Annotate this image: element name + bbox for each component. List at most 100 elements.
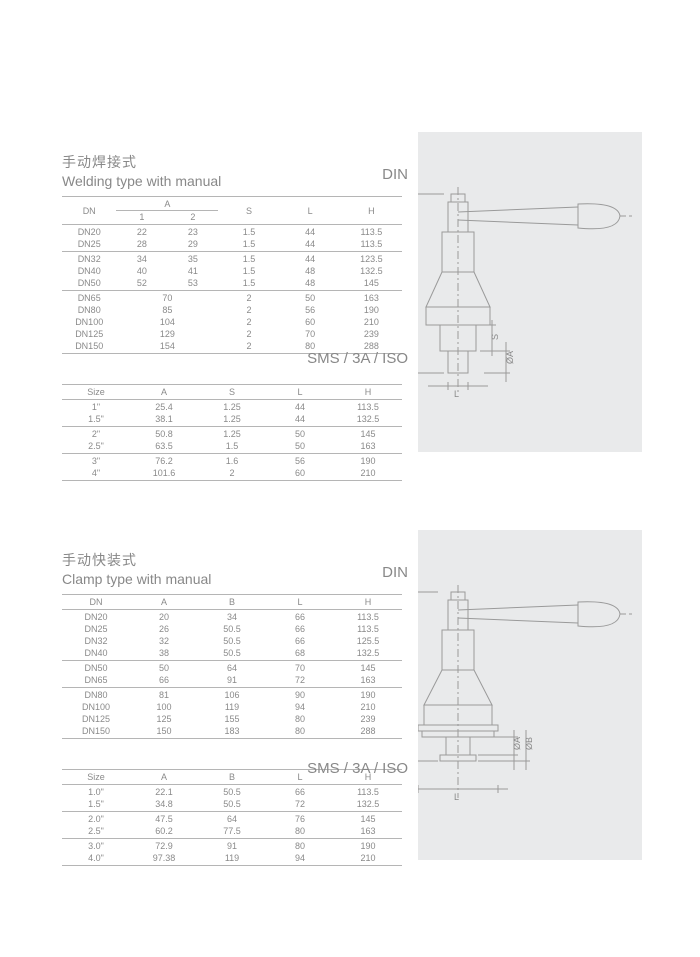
cell-s: 2 <box>218 328 279 340</box>
table-row: 2.5"60.277.580163 <box>62 825 402 837</box>
cell-l: 44 <box>266 413 334 425</box>
cell-size: 4" <box>62 467 130 479</box>
cell-s: 2 <box>198 467 266 479</box>
cell-a: 104 <box>116 316 218 328</box>
cell-l: 72 <box>266 798 334 810</box>
dim-s: S <box>490 334 500 340</box>
cell-a: 22.1 <box>130 786 198 798</box>
table-row: 4"101.6260210 <box>62 467 402 479</box>
cell-b: 155 <box>198 713 266 725</box>
cell-a: 34.8 <box>130 798 198 810</box>
cell-dn: DN150 <box>62 340 116 352</box>
cell-a: 63.5 <box>130 440 198 452</box>
cell-l: 50 <box>280 292 341 304</box>
cell-l: 80 <box>266 840 334 852</box>
cell-h: 145 <box>341 277 402 289</box>
cell-l: 60 <box>280 316 341 328</box>
cell-h: 145 <box>334 428 402 440</box>
cell-h: 113.5 <box>334 623 402 635</box>
cell-l: 56 <box>280 304 341 316</box>
cell-l: 76 <box>266 813 334 825</box>
col-b: B <box>198 771 266 783</box>
cell-a: 38 <box>130 647 198 659</box>
cell-h: 190 <box>334 840 402 852</box>
cell-l: 44 <box>280 238 341 250</box>
cell-b: 50.5 <box>198 647 266 659</box>
table-row: DN2022231.544113.5 <box>62 226 402 238</box>
cell-dn: DN20 <box>62 611 130 623</box>
cell-dn: DN50 <box>62 662 130 674</box>
col-dn: DN <box>62 596 130 608</box>
cell-h: 113.5 <box>334 401 402 413</box>
cell-size: 2" <box>62 428 130 440</box>
cell-size: 2.5" <box>62 440 130 452</box>
clamp-din-table: DNABLHDN20203466113.5DN252650.566113.5DN… <box>62 593 402 740</box>
cell-l: 66 <box>266 623 334 635</box>
col-size: Size <box>62 386 130 398</box>
cell-a: 81 <box>130 689 198 701</box>
cell-h: 132.5 <box>334 647 402 659</box>
col-a: A <box>130 386 198 398</box>
table-row: DN15015018380288 <box>62 725 402 737</box>
cell-s: 1.5 <box>218 265 279 277</box>
cell-s: 1.25 <box>198 428 266 440</box>
welding-section: H S ØA L 手动焊接式 Welding type with manual … <box>62 152 642 482</box>
cell-s: 1.5 <box>218 277 279 289</box>
cell-b: 50.5 <box>198 786 266 798</box>
cell-h: 210 <box>334 852 402 864</box>
cell-a2: 41 <box>167 265 218 277</box>
cell-l: 56 <box>266 455 334 467</box>
cell-h: 113.5 <box>341 238 402 250</box>
cell-l: 44 <box>280 253 341 265</box>
table-row: DN2528291.544113.5 <box>62 238 402 250</box>
cell-h: 163 <box>341 292 402 304</box>
cell-s: 2 <box>218 340 279 352</box>
cell-s: 1.5 <box>218 238 279 250</box>
clamp-valve-drawing: H ØA ØB L <box>418 530 642 860</box>
cell-h: 163 <box>334 440 402 452</box>
cell-l: 70 <box>280 328 341 340</box>
cell-b: 91 <box>198 674 266 686</box>
cell-a: 38.1 <box>130 413 198 425</box>
col-s: S <box>218 198 279 223</box>
cell-b: 91 <box>198 840 266 852</box>
cell-l: 48 <box>280 277 341 289</box>
table-row: DN20203466113.5 <box>62 611 402 623</box>
welding-valve-drawing: H S ØA L <box>418 132 642 452</box>
cell-size: 2.5" <box>62 825 130 837</box>
cell-size: 2.0" <box>62 813 130 825</box>
cell-h: 113.5 <box>341 226 402 238</box>
cell-a: 97.38 <box>130 852 198 864</box>
cell-h: 113.5 <box>334 786 402 798</box>
cell-h: 145 <box>334 813 402 825</box>
cell-a: 150 <box>130 725 198 737</box>
clamp-sms-table: SizeABLH1.0"22.150.566113.51.5"34.850.57… <box>62 768 402 867</box>
col-a2: 2 <box>167 211 218 224</box>
cell-a2: 29 <box>167 238 218 250</box>
cell-a: 50.8 <box>130 428 198 440</box>
table-row: DN5052531.548145 <box>62 277 402 289</box>
table-row: 3.0"72.99180190 <box>62 840 402 852</box>
cell-h: 210 <box>334 467 402 479</box>
cell-l: 50 <box>266 428 334 440</box>
cell-h: 132.5 <box>334 798 402 810</box>
cell-l: 48 <box>280 265 341 277</box>
table-row: DN8085256190 <box>62 304 402 316</box>
col-s: S <box>198 386 266 398</box>
cell-s: 2 <box>218 292 279 304</box>
cell-h: 113.5 <box>334 611 402 623</box>
cell-b: 119 <box>198 701 266 713</box>
cell-l: 70 <box>266 662 334 674</box>
table-row: 2.5"63.51.550163 <box>62 440 402 452</box>
table-row: 2.0"47.56476145 <box>62 813 402 825</box>
cell-l: 80 <box>266 825 334 837</box>
cell-dn: DN40 <box>62 647 130 659</box>
cell-b: 50.5 <box>198 798 266 810</box>
cell-dn: DN125 <box>62 328 116 340</box>
table-row: DN808110690190 <box>62 689 402 701</box>
table-row: DN4040411.548132.5 <box>62 265 402 277</box>
cell-h: 210 <box>334 701 402 713</box>
cell-a: 85 <box>116 304 218 316</box>
col-h: H <box>334 596 402 608</box>
table-row: DN323250.566125.5 <box>62 635 402 647</box>
